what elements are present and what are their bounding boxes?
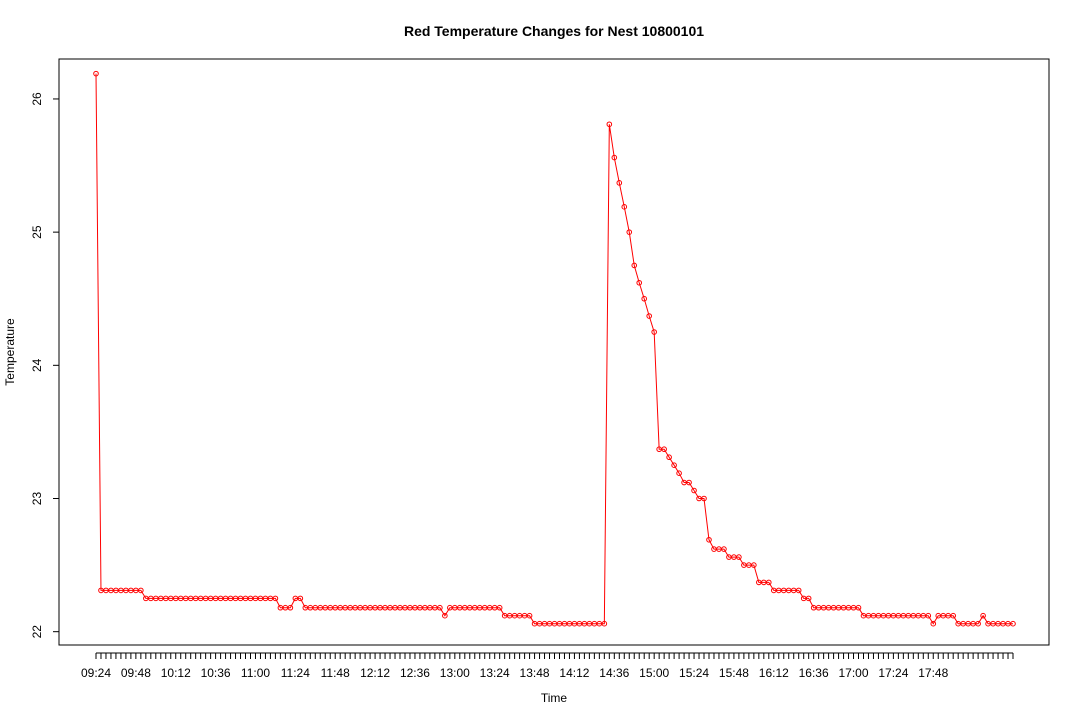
data-point	[621, 204, 628, 210]
x-tick-label: 13:00	[440, 666, 470, 680]
data-point	[611, 154, 618, 161]
x-tick-label: 15:00	[639, 666, 669, 680]
x-axis-label: Time	[541, 691, 568, 705]
data-point	[1010, 620, 1016, 627]
data-point	[975, 620, 981, 627]
data-point	[930, 620, 937, 627]
data-point	[442, 612, 448, 619]
y-tick-label: 25	[30, 225, 44, 239]
data-point	[721, 546, 727, 552]
x-tick-label: 10:12	[161, 666, 191, 680]
x-tick-label: 17:24	[878, 666, 908, 680]
plot-area-border	[58, 58, 1050, 646]
y-axis: 22 23 24 25 26	[30, 92, 59, 638]
data-point	[601, 620, 608, 627]
x-tick-label: 14:36	[599, 666, 629, 680]
y-tick-label: 24	[30, 358, 44, 372]
chart-title: Red Temperature Changes for Nest 1080010…	[404, 23, 704, 39]
data-point	[526, 612, 533, 619]
x-axis: 09:24 09:48 10:12 10:36 11:00 11:24 11:48 12:12…	[81, 652, 1014, 680]
x-tick-label: 09:48	[121, 666, 151, 680]
data-point	[701, 495, 707, 502]
data-point	[138, 587, 144, 594]
x-tick-label: 15:48	[719, 666, 749, 680]
data-point	[93, 70, 99, 77]
data-point	[636, 279, 643, 286]
x-tick-label: 16:12	[759, 666, 789, 680]
data-point	[666, 454, 672, 461]
x-tick-label: 12:12	[360, 666, 390, 680]
x-tick-label: 14:12	[559, 666, 589, 680]
data-point	[751, 562, 757, 568]
x-tick-label: 17:00	[839, 666, 869, 680]
x-tick-label: 11:48	[321, 666, 350, 680]
temperature-series-line	[95, 73, 1013, 625]
x-tick-label: 11:00	[241, 666, 270, 680]
temperature-series-points	[93, 70, 1016, 627]
x-tick-label: 17:48	[918, 666, 948, 680]
data-point	[676, 470, 682, 476]
data-point	[651, 329, 657, 335]
x-tick-label: 13:24	[480, 666, 510, 680]
x-tick-label: 11:24	[281, 666, 310, 680]
data-point	[765, 579, 772, 586]
data-point	[686, 479, 692, 486]
data-point	[606, 121, 613, 128]
data-point	[297, 595, 304, 602]
data-point	[706, 536, 712, 543]
y-tick-label: 26	[30, 92, 44, 106]
x-tick-label: 09:24	[81, 666, 111, 680]
data-point	[736, 554, 742, 560]
data-point	[691, 487, 697, 494]
data-point	[626, 229, 633, 235]
data-point	[646, 313, 652, 319]
data-point	[661, 446, 667, 453]
y-tick-label: 22	[30, 625, 44, 639]
data-point	[795, 587, 802, 594]
y-tick-label: 23	[30, 492, 44, 506]
data-point	[980, 612, 986, 619]
data-point	[496, 604, 503, 611]
data-point	[437, 604, 443, 611]
data-point	[641, 295, 648, 302]
data-point	[631, 262, 638, 269]
data-point	[272, 595, 279, 602]
data-point	[805, 595, 812, 602]
data-point	[287, 604, 294, 611]
data-point	[855, 604, 862, 611]
x-tick-label: 10:36	[201, 666, 231, 680]
x-tick-label: 15:24	[679, 666, 709, 680]
x-tick-label: 16:36	[799, 666, 829, 680]
x-tick-label: 13:48	[520, 666, 550, 680]
y-axis-label: Temperature	[3, 318, 17, 386]
x-tick-label: 12:36	[400, 666, 430, 680]
data-point	[671, 462, 677, 469]
data-point	[616, 180, 623, 186]
data-point	[925, 612, 932, 619]
data-point	[950, 612, 956, 619]
